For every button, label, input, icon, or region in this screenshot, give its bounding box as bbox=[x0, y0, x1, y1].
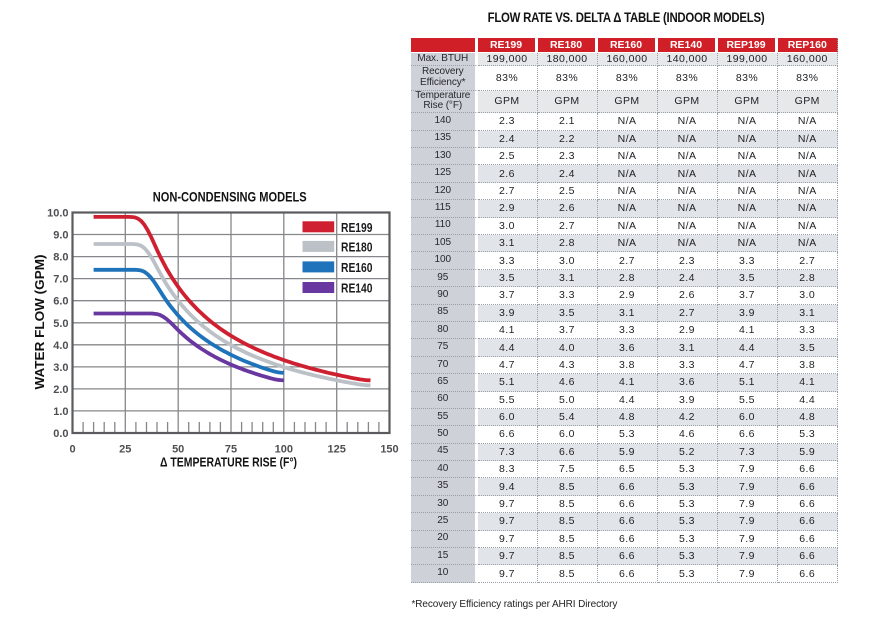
svg-text:25: 25 bbox=[119, 444, 131, 456]
svg-text:150: 150 bbox=[380, 444, 398, 456]
svg-text:4.0: 4.0 bbox=[53, 340, 68, 352]
svg-text:9.0: 9.0 bbox=[53, 230, 68, 242]
svg-text:0.0: 0.0 bbox=[53, 428, 68, 440]
svg-text:6.0: 6.0 bbox=[53, 296, 68, 308]
svg-text:50: 50 bbox=[172, 444, 184, 456]
svg-text:1.0: 1.0 bbox=[53, 406, 68, 418]
svg-text:RE180: RE180 bbox=[341, 239, 373, 254]
svg-text:RE160: RE160 bbox=[341, 260, 373, 275]
svg-text:3.0: 3.0 bbox=[53, 362, 68, 374]
svg-text:WATER FLOW (GPM): WATER FLOW (GPM) bbox=[32, 255, 47, 390]
svg-text:7.0: 7.0 bbox=[53, 274, 68, 286]
svg-text:RE140: RE140 bbox=[341, 281, 373, 296]
svg-text:NON-CONDENSING MODELS: NON-CONDENSING MODELS bbox=[153, 189, 307, 205]
svg-text:10.0: 10.0 bbox=[47, 208, 68, 220]
svg-text:0: 0 bbox=[69, 444, 75, 456]
svg-text:8.0: 8.0 bbox=[53, 252, 68, 264]
svg-text:100: 100 bbox=[275, 444, 293, 456]
svg-text:125: 125 bbox=[328, 444, 346, 456]
svg-text:5.0: 5.0 bbox=[53, 318, 68, 330]
svg-text:75: 75 bbox=[225, 444, 237, 456]
svg-text:Δ TEMPERATURE RISE (F°): Δ TEMPERATURE RISE (F°) bbox=[160, 455, 297, 470]
svg-text:RE199: RE199 bbox=[341, 220, 373, 235]
svg-text:2.0: 2.0 bbox=[53, 384, 68, 396]
